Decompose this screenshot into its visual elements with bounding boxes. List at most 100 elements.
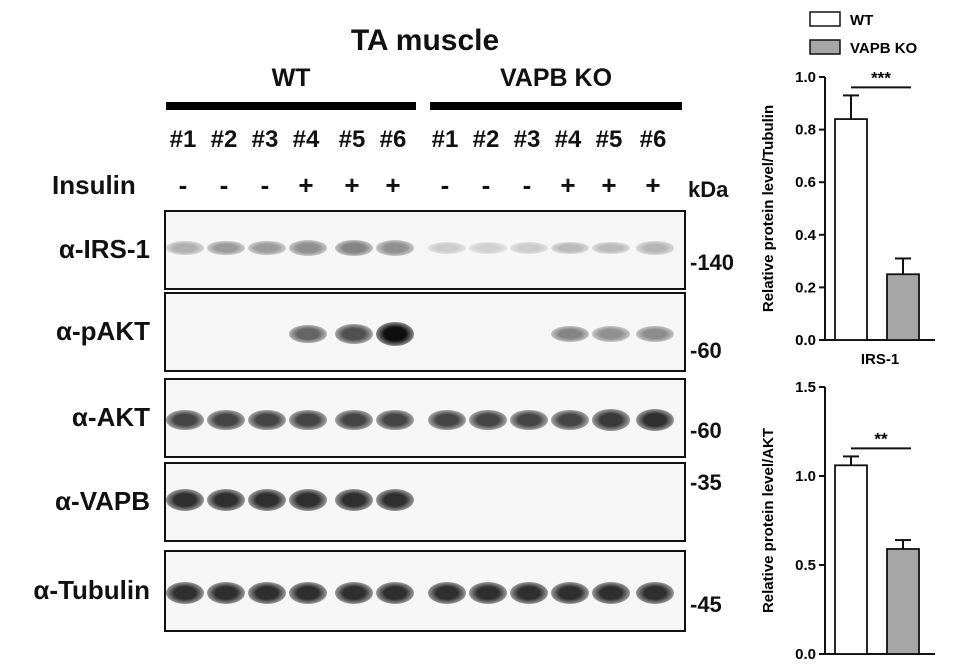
blot-band [592, 409, 630, 431]
blot-band [551, 409, 589, 431]
blot-band [376, 489, 414, 511]
blot-label: α-VAPB [55, 486, 150, 516]
y-tick-label: 0.6 [795, 174, 816, 191]
blot-band [551, 241, 589, 255]
blot-band [166, 582, 204, 604]
blot-band [428, 582, 466, 604]
blot-band [636, 582, 674, 604]
lane-label: #6 [639, 126, 667, 153]
y-axis-label: Relative protein level/AKT [760, 428, 777, 613]
y-tick-label: 0.0 [795, 646, 816, 663]
bar-0 [834, 118, 868, 341]
legend-label-vapb-ko: VAPB KO [850, 40, 918, 57]
blot-band [248, 240, 286, 256]
legend-swatch-vapb-ko [809, 39, 841, 55]
blot-band [335, 409, 373, 431]
blot-band [289, 409, 327, 431]
insulin-sign: - [178, 170, 188, 200]
kda-marker: -60 [690, 338, 722, 363]
y-axis-label: Relative protein level/Tubulin [760, 105, 777, 312]
x-axis-label: IRS-1 [861, 351, 899, 368]
lane-label: #1 [431, 126, 459, 153]
insulin-sign: + [385, 170, 401, 200]
blot-band [207, 240, 245, 256]
kda-label: kDa [688, 177, 729, 202]
lane-label: #5 [338, 126, 366, 153]
blot-panel [164, 210, 686, 290]
y-tick-label: 0.5 [795, 557, 816, 574]
blot-band [289, 324, 327, 344]
lane-label: #2 [210, 126, 238, 153]
kda-marker: -45 [690, 592, 722, 617]
blot-band [335, 489, 373, 511]
bar-1 [886, 273, 920, 341]
y-tick-label: 0.8 [795, 122, 816, 139]
blot-band [592, 582, 630, 604]
lane-label: #3 [513, 126, 541, 153]
legend-swatch-wt [809, 11, 841, 27]
insulin-sign: - [481, 170, 491, 200]
blot-band [469, 242, 507, 254]
kda-marker: -35 [690, 470, 722, 495]
blot-band [289, 582, 327, 604]
blot-band [289, 240, 327, 256]
lane-label: #1 [169, 126, 197, 153]
legend-label-wt: WT [850, 12, 873, 29]
blot-band [376, 582, 414, 604]
group-label-vapb-ko: VAPB KO [499, 64, 613, 92]
bar-1 [886, 548, 920, 655]
lane-label: #4 [292, 126, 320, 153]
blot-band [166, 409, 204, 431]
blot-label: α-IRS-1 [58, 234, 150, 264]
insulin-sign: + [298, 170, 314, 200]
insulin-sign: + [344, 170, 360, 200]
blot-band [166, 241, 204, 255]
blot-panel [164, 292, 686, 372]
blot-label: α-Tubulin [33, 575, 150, 605]
lane-label: #5 [595, 126, 623, 153]
blot-panel [164, 378, 686, 458]
blot-band [376, 409, 414, 431]
significance-label: ** [874, 429, 888, 448]
blot-band [469, 582, 507, 604]
insulin-sign: - [219, 170, 229, 200]
lane-label: #6 [379, 126, 407, 153]
blot-band [428, 242, 466, 254]
blot-band [551, 582, 589, 604]
blot-label: α-pAKT [56, 316, 150, 346]
blot-band [289, 489, 327, 511]
blot-band [166, 489, 204, 511]
blot-band [335, 324, 373, 344]
y-tick-label: 1.0 [795, 468, 816, 485]
blot-band [592, 241, 630, 255]
blot-band [376, 240, 414, 256]
chart-irs1: WT VAPB KO 0.0 0.2 0.4 0.6 0.8 1.0 Relative pr… [760, 11, 935, 368]
blot-band [248, 582, 286, 604]
blot-label: α-AKT [71, 402, 150, 432]
insulin-sign: + [560, 170, 576, 200]
y-tick-label: 0.0 [795, 332, 816, 349]
chart-pakt: 0.0 0.5 1.0 1.5 Relative protein level/AKT **… [760, 379, 935, 666]
group-bar-wt [166, 102, 416, 110]
blot-band [551, 325, 589, 343]
blot-band [592, 326, 630, 342]
insulin-sign: + [601, 170, 617, 200]
blot-band [207, 582, 245, 604]
insulin-sign: + [645, 170, 661, 200]
figure-title: TA muscle [350, 24, 500, 57]
blot-band [636, 326, 674, 342]
insulin-sign: - [522, 170, 532, 200]
blot-band [428, 409, 466, 431]
lane-label: #3 [251, 126, 279, 153]
lane-label: #2 [472, 126, 500, 153]
group-bar-vapb-ko [430, 102, 682, 110]
blot-band [636, 241, 674, 255]
blot-band [248, 489, 286, 511]
blot-band [469, 409, 507, 431]
lane-label: #4 [554, 126, 582, 153]
insulin-sign: - [440, 170, 450, 200]
group-label-wt: WT [271, 64, 311, 92]
insulin-label: Insulin [52, 170, 136, 200]
blot-band [376, 322, 414, 346]
blot-band [207, 409, 245, 431]
